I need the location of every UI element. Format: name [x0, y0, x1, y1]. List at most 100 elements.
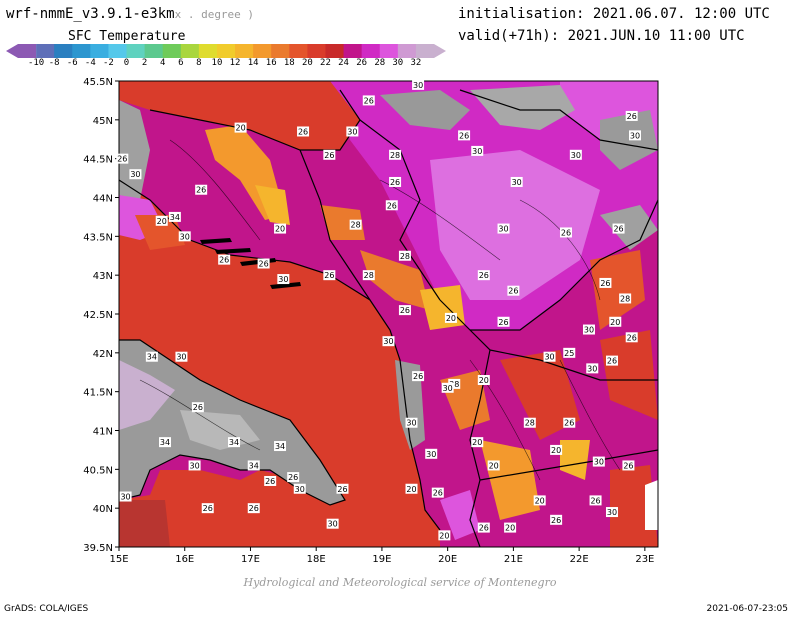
contour-label: 26 — [387, 201, 397, 210]
contour-label: 26 — [413, 372, 423, 381]
legend-swatch — [36, 44, 55, 58]
contour-label-box — [385, 200, 398, 211]
contour-label-box — [293, 483, 306, 494]
contour-label: 30 — [130, 170, 140, 179]
legend-tick-label: 14 — [247, 58, 259, 68]
legend-tick-label: 18 — [283, 58, 295, 68]
contour-label: 34 — [160, 438, 170, 447]
contour-label: 20 — [489, 461, 499, 470]
contour-label: 26 — [551, 516, 561, 525]
lat-label: 39.5N — [83, 543, 113, 554]
contour-label-box — [523, 417, 536, 428]
contour-label: 20 — [275, 225, 285, 234]
contour-label-box — [507, 285, 520, 296]
lon-label: 22E — [570, 554, 589, 565]
contour-label: 30 — [406, 419, 416, 428]
contour-label: 26 — [627, 333, 637, 342]
contour-label: 28 — [620, 294, 630, 303]
contour-label: 30 — [630, 131, 640, 140]
lon-label: 16E — [175, 554, 194, 565]
legend-tick-label: -4 — [84, 58, 96, 68]
contour-label-box — [599, 277, 612, 288]
contour-label: 30 — [347, 127, 357, 136]
contour-label-box — [619, 293, 632, 304]
contour-label: 20 — [236, 124, 246, 133]
contour-label-box — [155, 215, 168, 226]
contour-label-box — [625, 332, 638, 343]
contour-label-box — [497, 316, 510, 327]
legend-tick-label: 2 — [141, 58, 148, 68]
legend-tick-label: 26 — [356, 58, 368, 68]
contour-label: 30 — [176, 353, 186, 362]
contour-label: 30 — [295, 485, 305, 494]
contour-label-box — [389, 176, 402, 187]
contour-label: 26 — [219, 256, 229, 265]
legend-tick-label: 12 — [229, 58, 241, 68]
contour-label: 20 — [551, 446, 561, 455]
contour-label-box — [458, 130, 471, 141]
contour-label-box — [274, 441, 287, 452]
contour-label-box — [586, 363, 599, 374]
contour-label: 30 — [426, 450, 436, 459]
contour-label-box — [487, 460, 500, 471]
contour-label: 38 — [449, 380, 459, 389]
model-name: wrf-nmmE_v3.9.1-e3km — [6, 6, 175, 22]
legend-swatch — [289, 44, 308, 58]
contour-label: 26 — [324, 271, 334, 280]
lon-label: 15E — [109, 554, 128, 565]
contour-label: 26 — [265, 477, 275, 486]
legend-swatch — [180, 44, 200, 58]
legend-tick-label: 22 — [320, 58, 331, 68]
model-title: wrf-nmmE_v3.9.1-e3kmx . degree ) — [6, 6, 254, 22]
contour-label-box — [477, 522, 490, 533]
contour-label: 30 — [443, 384, 453, 393]
contour-label: 30 — [328, 520, 338, 529]
contour-label-box — [168, 211, 181, 222]
contour-label-box — [563, 347, 576, 358]
contour-label-box — [188, 460, 201, 471]
legend-tick-label: -2 — [103, 58, 114, 68]
legend-swatch — [6, 44, 37, 58]
contour-label-box — [382, 336, 395, 347]
contour-label: 20 — [610, 318, 620, 327]
contour-label-box — [425, 448, 438, 459]
contour-label-box — [297, 126, 310, 137]
legend-swatch — [72, 44, 91, 58]
legend-tick-label: 28 — [374, 58, 386, 68]
contour-label-box — [477, 375, 490, 386]
lon-label: 18E — [307, 554, 326, 565]
units-note: x . degree ) — [174, 8, 255, 21]
contour-label-box — [247, 460, 260, 471]
contour-label: 26 — [600, 279, 610, 288]
variable-title: SFC Temperature — [68, 29, 186, 44]
contour-label: 30 — [472, 147, 482, 156]
contour-label-box — [145, 351, 158, 362]
contour-label: 30 — [584, 326, 594, 335]
contour-label-box — [234, 122, 247, 133]
contour-label: 28 — [351, 221, 361, 230]
contour-label: 26 — [561, 228, 571, 237]
contour-label-box — [559, 227, 572, 238]
lon-label: 17E — [241, 554, 260, 565]
legend-swatch — [126, 44, 146, 58]
legend-tick-label: -6 — [66, 58, 78, 68]
contour-label: 26 — [613, 225, 623, 234]
legend-tick-label: 24 — [338, 58, 349, 68]
contour-label: 28 — [525, 419, 535, 428]
render-timestamp: 2021-06-07-23:05 — [706, 604, 789, 614]
lat-label: 43.5N — [83, 232, 113, 243]
lat-label: 43N — [93, 271, 113, 282]
contour-label-box — [569, 149, 582, 160]
lon-label: 20E — [438, 554, 457, 565]
contour-label-box — [504, 522, 517, 533]
contour-label-box — [405, 483, 418, 494]
contour-label: 26 — [508, 287, 518, 296]
contour-label: 30 — [594, 458, 604, 467]
grads-tag: GrADS: COLA/IGES — [4, 604, 89, 614]
lat-label: 41.5N — [83, 388, 113, 399]
contour-label: 20 — [406, 485, 416, 494]
contour-label-box — [116, 153, 129, 164]
legend-swatch — [343, 44, 363, 58]
contour-label: 26 — [337, 485, 347, 494]
lat-label: 45N — [93, 116, 113, 127]
